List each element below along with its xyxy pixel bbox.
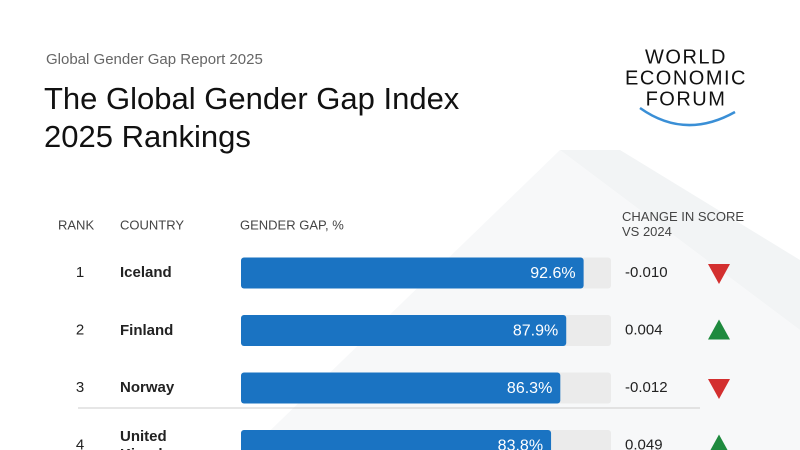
logo-line: FORUM [646, 88, 727, 110]
change-label: -0.012 [625, 379, 668, 396]
header-change-box: CHANGE IN SCORE VS 2024 [622, 210, 745, 239]
country: Norway [120, 379, 175, 397]
title-box: The Global Gender Gap Index 2025 Ranking… [44, 81, 460, 154]
value-label: 83.8% [498, 438, 543, 450]
change-label: -0.010 [625, 264, 668, 281]
bar [241, 430, 552, 450]
title: The Global Gender Gap Index 2025 Ranking… [44, 81, 460, 154]
country: Finland [120, 321, 174, 339]
subtitle: Global Gender Gap Report 2025 [46, 51, 263, 68]
change-arrow [708, 319, 730, 340]
country-box: United Kingdom [120, 428, 185, 450]
country-box: Norway [120, 379, 175, 397]
bar [241, 257, 584, 289]
change-arrow [708, 379, 730, 399]
background-shape [560, 150, 800, 330]
change-label: 0.049 [625, 436, 663, 450]
rank: 2 [76, 321, 84, 338]
country: Iceland [120, 264, 172, 282]
logo-arc [639, 106, 736, 127]
value-label: 87.9% [513, 323, 558, 340]
header-gap: GENDER GAP, % [240, 217, 344, 232]
background-shape [250, 150, 800, 450]
bar [241, 372, 561, 404]
country: United Kingdom [120, 428, 185, 450]
logo-line: WORLD [645, 46, 727, 68]
rank: 1 [76, 264, 84, 281]
header-rank: RANK [58, 217, 94, 232]
value-label: 86.3% [507, 380, 552, 397]
header-change: CHANGE IN SCORE VS 2024 [622, 210, 745, 239]
rank: 4 [76, 436, 84, 450]
country-box: Iceland [120, 264, 172, 282]
change-label: 0.004 [625, 321, 663, 338]
country-box: Finland [120, 321, 174, 339]
logo-line: ECONOMIC [625, 67, 747, 89]
bar [241, 315, 567, 346]
change-arrow [710, 434, 728, 450]
header-country: COUNTRY [120, 217, 184, 232]
value-label: 92.6% [530, 265, 575, 282]
change-arrow [708, 264, 730, 284]
rank: 3 [76, 379, 84, 396]
